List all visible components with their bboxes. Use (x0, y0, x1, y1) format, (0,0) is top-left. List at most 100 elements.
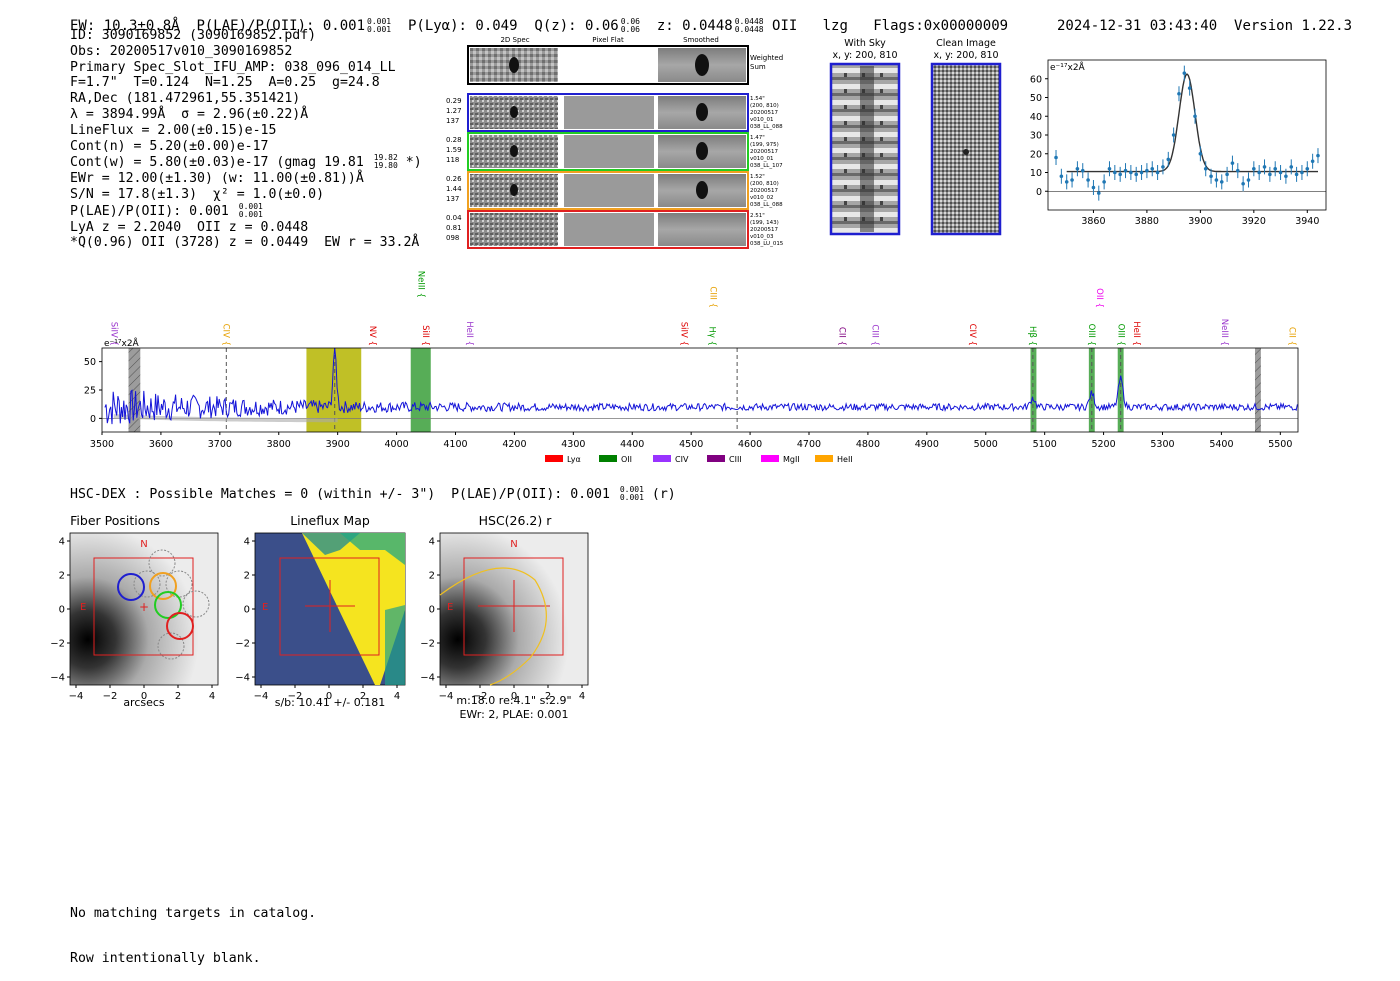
cutout-row: 0.04 0.81 098 2.51"(199, 143)20200517v010_0… (446, 210, 784, 249)
spectrum-xtick-label: 3900 (326, 439, 350, 450)
fit-xtick-label: 3860 (1081, 216, 1105, 227)
legend-label: OII (621, 455, 632, 464)
legend-label: MgII (783, 455, 800, 464)
cutout-right-label: v010_01 (750, 156, 774, 162)
line-marker-label: CIII { (870, 324, 880, 346)
fit-ytick-label: 60 (1030, 74, 1042, 85)
hsc-ellipse (439, 567, 547, 686)
fit-point (1059, 174, 1064, 179)
legend-swatch (761, 455, 779, 462)
fit-point (1139, 170, 1144, 175)
cutout-left-label: 0.81 (446, 224, 462, 232)
panel-xtick-label: 0 (511, 691, 517, 702)
panel-xtick-label: 0 (326, 691, 332, 702)
header-line: OII (772, 18, 798, 34)
line-marker-label: CIII { (708, 286, 718, 308)
fit-point (1187, 86, 1192, 90)
panel-ytick-label: 2 (244, 571, 250, 582)
panel-xtick-label: 4 (579, 691, 585, 702)
fit-point (1123, 168, 1128, 173)
panel-xtick-label: 2 (175, 691, 181, 702)
line-fit-chart: 3860 3880 3900 3920 3940 0 10 20 30 40 50 60 e⁻¹⁷x2Å (1030, 59, 1327, 227)
panel-xtick-label: 4 (394, 691, 400, 702)
header-z: z: 0.0448 (656, 18, 733, 34)
spectrum-xtick-label: 5000 (974, 439, 998, 450)
cutout-left-label: 0.04 (446, 214, 462, 222)
hsc-xlabel-2: EWr: 2, PLAE: 0.001 (459, 708, 568, 721)
weighted-sum-row: Weighted Sum (467, 45, 783, 85)
detection-info: ID: 3090169852 (3090169852.pdf) Obs: 202… (70, 28, 422, 251)
fit-point (1305, 166, 1310, 171)
fit-ytick-label: 30 (1030, 131, 1042, 142)
panel-xtick-label: 0 (141, 691, 147, 702)
line-marker-label: CIV { (220, 324, 230, 346)
fit-point (1209, 174, 1213, 179)
spectrum-xtick-label: 4200 (502, 439, 526, 450)
fit-xtick-label: 3940 (1295, 216, 1319, 227)
lineflux-xlabel: s/b: 10.41 +/- 0.181 (275, 696, 386, 709)
header-plae: P(LAE)/P(OII): 0.001 (196, 18, 366, 34)
fit-ytick-label: 0 (1036, 187, 1042, 198)
cutout-right-label: 1.52" (750, 174, 765, 180)
panel-xtick-label: −2 (288, 691, 303, 702)
spectrum-xtick-label: 4500 (679, 439, 703, 450)
panel-xtick-label: −2 (473, 691, 488, 702)
cutout-right-label: 20200517 (750, 110, 778, 116)
legend-swatch (815, 455, 833, 462)
header-tag: lzg (822, 18, 848, 34)
fit-ytick-label: 40 (1030, 112, 1042, 123)
panel-ytick-label: −4 (420, 673, 435, 684)
fit-point (1118, 172, 1122, 177)
fit-point (1171, 133, 1176, 137)
spectrum-region (1030, 348, 1037, 432)
spectrum-error-band (113, 414, 338, 423)
spectrum-xtick-label: 5200 (1091, 439, 1115, 450)
info-ewr: EWr = 12.00(±1.30) (w: 11.00(±0.81))Å (70, 171, 364, 187)
info-lineflux: LineFlux = 2.00(±0.15)e-15 (70, 122, 277, 138)
fit-point (1091, 185, 1096, 190)
fit-point (1310, 159, 1315, 164)
header-qz: Q(z): 0.06 (534, 18, 619, 34)
col-title-2d: 2D Spec (500, 36, 529, 44)
cutout-left-label: 137 (446, 195, 459, 203)
panel-ytick-label: 4 (429, 537, 435, 548)
fiber-title: Fiber Positions (70, 513, 160, 528)
info-obs: Obs: 20200517v010_3090169852 (70, 43, 293, 59)
fit-point (1145, 168, 1149, 173)
line-marker-label: HeII { (1131, 321, 1141, 346)
fiber-circle (182, 590, 210, 618)
fit-point (1102, 180, 1106, 184)
line-marker-label: CII { (1287, 327, 1297, 346)
svg-text:E: E (80, 602, 86, 613)
fiber-circle (165, 570, 193, 598)
fit-point (1166, 157, 1171, 162)
cutout-left-label: 1.59 (446, 146, 462, 154)
svg-text:+: + (139, 600, 149, 614)
svg-text:N: N (510, 539, 517, 550)
clean-coords: x, y: 200, 810 (933, 50, 998, 61)
fit-point (1134, 172, 1139, 177)
header-datetime: 2024-12-31 03:43:40 Version 1.22.3 (1057, 18, 1353, 34)
panel-ytick-label: 0 (59, 605, 65, 616)
fit-xtick-label: 3900 (1188, 216, 1212, 227)
spectrum-xtick-label: 4700 (797, 439, 821, 450)
line-marker-label: OII { (1094, 288, 1104, 308)
line-marker-label: SiIV { (679, 322, 689, 346)
header-flags: Flags:0x00000009 (873, 18, 1009, 34)
fit-point (1219, 180, 1224, 184)
info-lya: LyA z = 2.2040 OII z = 0.0448 (70, 219, 309, 235)
cutout-right-label: 038_LU_015 (750, 241, 784, 247)
fit-point (1054, 155, 1058, 160)
info-id: ID: 3090169852 (3090169852.pdf) (70, 28, 317, 43)
fit-point (1198, 151, 1203, 156)
footer-text: No matching targets in catalog. Row inte… (70, 876, 316, 981)
with-sky-title: With Sky (844, 38, 886, 49)
line-marker-label: OIII { (1115, 324, 1125, 346)
spectrum-xtick-label: 3800 (267, 439, 291, 450)
fit-point (1086, 178, 1090, 182)
fiber-circle-orange (149, 572, 177, 600)
col-title-flat: Pixel Flat (592, 36, 624, 44)
cutout-right-label: (200, 810) (750, 181, 779, 187)
spectrum-xtick-label: 3500 (90, 439, 114, 450)
panel-ytick-label: −2 (420, 639, 435, 650)
